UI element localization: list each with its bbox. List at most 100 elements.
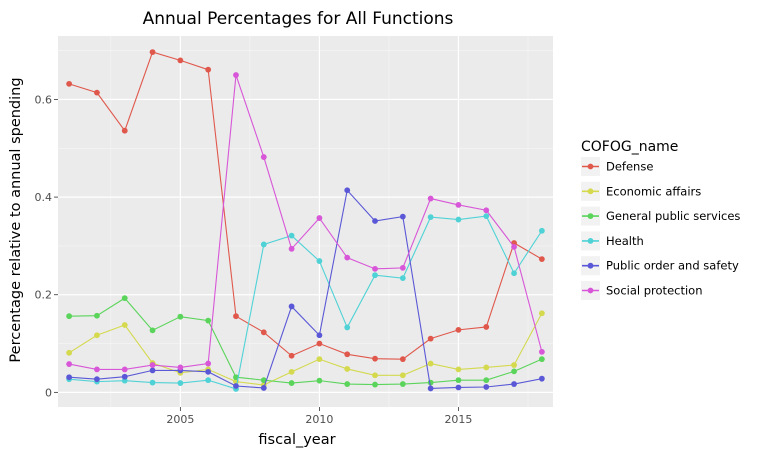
data-point-general-public-services [149, 327, 156, 334]
legend-label: Health [606, 234, 644, 248]
data-point-economic-affairs [94, 332, 100, 339]
data-point-health [483, 213, 490, 220]
y-axis-title: Percentage relative to annual spending [8, 77, 24, 362]
data-point-public-order-and-safety [66, 374, 73, 381]
data-point-public-order-and-safety [455, 384, 462, 391]
data-point-economic-affairs [344, 366, 351, 372]
series-line-health [69, 215, 543, 390]
legend-key-point [587, 287, 594, 294]
data-point-social-protection [94, 366, 100, 373]
data-point-general-public-services [511, 368, 517, 375]
data-point-social-protection [205, 360, 212, 367]
data-point-economic-affairs [538, 310, 545, 317]
legend-item-public-order-and-safety: Public order and safety [581, 256, 739, 276]
data-point-defense [399, 356, 406, 363]
data-point-social-protection [483, 207, 490, 214]
data-point-social-protection [511, 243, 517, 250]
data-point-social-protection [344, 254, 351, 261]
data-point-general-public-services [121, 295, 128, 302]
data-point-public-order-and-safety [260, 385, 267, 391]
legend-item-economic-affairs: Economic affairs [581, 181, 701, 201]
data-point-public-order-and-safety [399, 213, 406, 220]
data-point-defense [483, 324, 490, 330]
legend-label: Social protection [606, 284, 703, 298]
data-point-economic-affairs [455, 366, 462, 373]
chart-title: Annual Percentages for All Functions [143, 9, 454, 29]
data-point-public-order-and-safety [372, 218, 378, 224]
data-point-social-protection [233, 72, 239, 78]
data-point-general-public-services [260, 377, 267, 384]
data-point-social-protection [288, 245, 295, 252]
series-defense [66, 49, 545, 363]
legend-title: COFOG_name [581, 139, 678, 155]
series-public-order-and-safety [66, 187, 545, 392]
data-point-general-public-services [483, 377, 490, 384]
data-point-public-order-and-safety [149, 367, 156, 374]
legend-label: Economic affairs [606, 184, 701, 198]
x-axis-ticks: 2005 2010 2015 [166, 407, 472, 426]
data-point-health [511, 270, 517, 277]
data-point-health [177, 380, 184, 386]
data-point-economic-affairs [427, 360, 434, 367]
y-tick-label: 0.4 [35, 191, 53, 204]
data-point-defense [260, 329, 267, 336]
plot-panel [58, 36, 553, 407]
data-point-health [538, 227, 545, 234]
data-point-defense [344, 351, 351, 358]
data-point-social-protection [316, 215, 323, 221]
data-point-health [149, 379, 156, 386]
data-point-defense [94, 89, 100, 96]
data-point-economic-affairs [316, 356, 323, 363]
data-point-public-order-and-safety [288, 303, 295, 310]
legend-label: Defense [606, 160, 653, 174]
data-point-general-public-services [344, 381, 351, 387]
y-tick-label: 0 [45, 386, 52, 399]
data-point-social-protection [455, 202, 462, 208]
data-point-defense [233, 313, 239, 320]
data-point-public-order-and-safety [121, 373, 128, 380]
data-point-defense [288, 352, 295, 359]
legend-key-point [587, 262, 594, 269]
data-point-social-protection [121, 366, 128, 373]
legend-key-point [587, 238, 594, 244]
data-point-health [455, 216, 462, 223]
data-point-economic-affairs [399, 372, 406, 379]
legend-label: Public order and safety [606, 259, 739, 273]
data-point-defense [205, 66, 212, 73]
series-line-defense [68, 51, 543, 360]
data-point-economic-affairs [483, 364, 490, 371]
data-point-social-protection [538, 348, 545, 355]
data-point-health [372, 272, 378, 279]
data-point-public-order-and-safety [344, 187, 351, 194]
data-point-social-protection [177, 364, 184, 371]
y-axis-ticks: 0 0.2 0.4 0.6 [35, 93, 58, 399]
data-point-defense [121, 127, 128, 134]
data-point-general-public-services [205, 317, 212, 324]
data-point-general-public-services [288, 380, 295, 386]
data-point-defense [149, 49, 156, 56]
x-axis-title: fiscal_year [258, 432, 335, 448]
data-point-economic-affairs [288, 368, 295, 375]
data-point-health [205, 377, 212, 384]
data-point-general-public-services [372, 381, 378, 388]
data-point-social-protection [427, 195, 434, 202]
data-point-public-order-and-safety [94, 376, 100, 383]
x-tick-label: 2005 [166, 413, 194, 426]
data-point-public-order-and-safety [511, 381, 517, 387]
y-tick-label: 0.2 [35, 289, 53, 302]
data-point-economic-affairs [372, 372, 378, 379]
data-point-public-order-and-safety [427, 385, 434, 392]
data-point-economic-affairs [66, 349, 73, 356]
series-line-general-public-services [69, 297, 543, 386]
x-tick-label: 2015 [444, 413, 472, 426]
data-point-public-order-and-safety [316, 332, 323, 339]
data-point-health [260, 241, 267, 248]
data-point-general-public-services [94, 312, 100, 319]
legend-key-point [587, 163, 594, 170]
data-point-general-public-services [455, 377, 462, 384]
data-point-health [399, 275, 406, 282]
legend-key-point [587, 188, 594, 195]
legend-item-general-public-services: General public services [581, 206, 740, 226]
y-tick-label: 0.6 [35, 93, 53, 106]
data-point-social-protection [399, 264, 406, 271]
